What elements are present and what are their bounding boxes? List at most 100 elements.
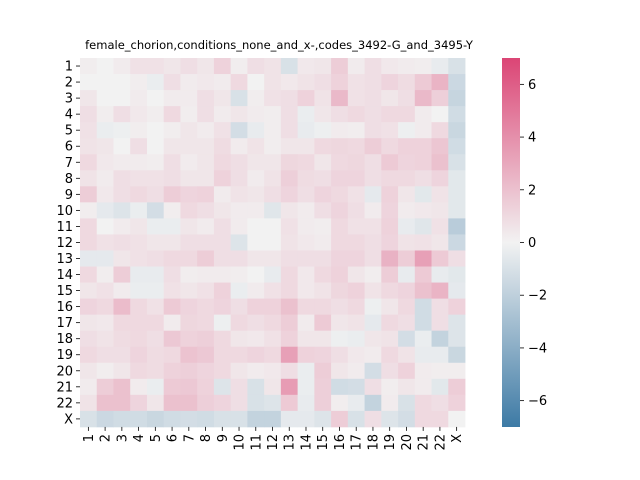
heatmap-cell	[448, 218, 466, 235]
heatmap-cell	[347, 122, 365, 139]
heatmap-cell	[381, 410, 399, 428]
heatmap-cell	[80, 122, 98, 139]
heatmap-cell	[381, 138, 399, 155]
heatmap-cell	[146, 154, 165, 171]
heatmap-cell	[80, 346, 98, 364]
heatmap-cell	[213, 90, 232, 107]
heatmap-cell	[314, 218, 332, 235]
heatmap-cell	[230, 346, 248, 364]
heatmap-cell	[280, 58, 299, 75]
heatmap-cell	[146, 282, 165, 299]
heatmap-cell	[163, 314, 181, 332]
heatmap-cell	[163, 362, 181, 380]
heatmap-cell	[80, 58, 98, 75]
heatmap-cell	[398, 234, 416, 251]
heatmap-cell	[364, 122, 382, 139]
col-label: 20	[400, 434, 415, 451]
row-label: 19	[56, 348, 73, 363]
heatmap-cell	[180, 202, 198, 219]
heatmap-cell	[264, 378, 282, 396]
heatmap-cell	[331, 138, 349, 155]
heatmap-cell	[197, 410, 215, 428]
heatmap-cell	[381, 202, 399, 219]
heatmap-cell	[113, 170, 131, 187]
heatmap-cell	[347, 282, 365, 299]
heatmap-cell	[364, 218, 382, 235]
heatmap-cell	[314, 298, 332, 316]
col-label: 19	[383, 434, 398, 451]
heatmap-cell	[364, 58, 382, 75]
heatmap-cell	[297, 58, 315, 75]
heatmap-cell	[146, 122, 165, 139]
heatmap-cell	[364, 170, 382, 187]
heatmap-cell	[297, 122, 315, 139]
heatmap-cell	[163, 58, 181, 75]
heatmap-cell	[331, 346, 349, 364]
heatmap-cell	[264, 218, 282, 235]
heatmap-cell	[448, 410, 466, 428]
heatmap-cell	[364, 314, 382, 332]
heatmap-cell	[364, 298, 382, 316]
heatmap-cell	[213, 330, 232, 348]
heatmap-cell	[197, 138, 215, 155]
heatmap-cell	[230, 266, 248, 283]
heatmap-cell	[247, 410, 265, 428]
heatmap-cell	[180, 330, 198, 348]
heatmap-cell	[96, 394, 114, 412]
heatmap-cell	[180, 74, 198, 91]
heatmap-cell	[448, 362, 466, 380]
col-label: 7	[182, 434, 197, 442]
heatmap-cell	[213, 122, 232, 139]
heatmap-cell	[398, 58, 416, 75]
heatmap-cell	[197, 234, 215, 251]
heatmap-cell	[130, 58, 148, 75]
heatmap-cell	[364, 250, 382, 267]
heatmap-cell	[130, 74, 148, 91]
heatmap-cell	[347, 266, 365, 283]
heatmap-cell	[398, 282, 416, 299]
row-label: 15	[56, 284, 73, 299]
heatmap-cell	[130, 122, 148, 139]
heatmap-cell	[180, 378, 198, 396]
heatmap-cell	[280, 330, 299, 348]
col-label: 10	[233, 434, 248, 451]
heatmap-cell	[448, 394, 466, 412]
col-labels: 1 2 3 4 5 6 7 8 9 10 11 12 13 14 15 16 17 18 19 20 21 22 X	[82, 426, 465, 451]
heatmap-cell	[314, 186, 332, 203]
heatmap-cell	[230, 170, 248, 187]
heatmap-cell	[96, 90, 114, 107]
heatmap-cell	[280, 90, 299, 107]
heatmap-cell	[314, 138, 332, 155]
heatmap-cell	[398, 394, 416, 412]
heatmap-cell	[247, 218, 265, 235]
col-label: X	[450, 434, 465, 443]
heatmap-cell	[431, 410, 449, 428]
heatmap-cell	[331, 250, 349, 267]
row-label: 3	[65, 92, 73, 107]
heatmap-cell	[80, 282, 98, 299]
heatmap-cell	[230, 74, 248, 91]
heatmap-cell	[398, 202, 416, 219]
heatmap-cell	[197, 90, 215, 107]
heatmap-cell	[431, 170, 449, 187]
heatmap-cell	[96, 74, 114, 91]
heatmap-cell	[331, 90, 349, 107]
heatmap-cell	[264, 202, 282, 219]
heatmap-cell	[247, 154, 265, 171]
heatmap-cell	[213, 282, 232, 299]
heatmap-cell	[163, 186, 181, 203]
heatmap-cell	[448, 282, 466, 299]
heatmap-cell	[431, 90, 449, 107]
heatmap-cell	[314, 154, 332, 171]
heatmap-cell	[431, 330, 449, 348]
heatmap-cell	[180, 410, 198, 428]
heatmap-cell	[264, 330, 282, 348]
heatmap-cell	[331, 330, 349, 348]
heatmap-cell	[146, 410, 165, 428]
heatmap-cell	[264, 394, 282, 412]
heatmap-cell	[414, 298, 432, 316]
heatmap-cell	[431, 250, 449, 267]
heatmap-cell	[398, 186, 416, 203]
heatmap-cell	[364, 186, 382, 203]
heatmap-cell	[431, 314, 449, 332]
